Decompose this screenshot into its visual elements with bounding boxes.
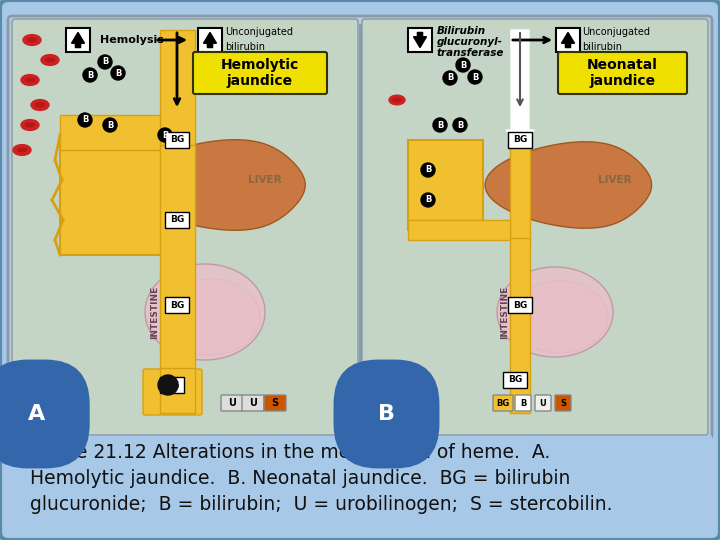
Text: S: S	[560, 399, 566, 408]
FancyBboxPatch shape	[555, 395, 571, 411]
Circle shape	[78, 113, 92, 127]
FancyBboxPatch shape	[143, 369, 202, 415]
FancyBboxPatch shape	[508, 297, 532, 313]
Circle shape	[98, 55, 112, 69]
Polygon shape	[145, 264, 265, 360]
Circle shape	[468, 70, 482, 84]
Text: BG: BG	[513, 300, 527, 309]
Text: BG: BG	[513, 136, 527, 145]
Circle shape	[453, 118, 467, 132]
Polygon shape	[160, 279, 260, 355]
Text: Hemolytic jaundice.  B. Neonatal jaundice.  BG = bilirubin: Hemolytic jaundice. B. Neonatal jaundice…	[30, 469, 570, 488]
Text: glucuronyl-: glucuronyl-	[437, 37, 503, 47]
Text: B: B	[107, 120, 113, 130]
FancyBboxPatch shape	[515, 395, 531, 411]
FancyBboxPatch shape	[408, 140, 483, 230]
Text: B: B	[425, 165, 431, 174]
FancyBboxPatch shape	[558, 52, 687, 94]
Text: B: B	[472, 72, 478, 82]
FancyBboxPatch shape	[362, 19, 708, 435]
Ellipse shape	[21, 119, 39, 130]
FancyBboxPatch shape	[557, 28, 580, 52]
Polygon shape	[497, 267, 613, 357]
Text: BG: BG	[170, 300, 184, 309]
FancyBboxPatch shape	[165, 132, 189, 148]
Bar	[510, 130, 530, 240]
Bar	[510, 238, 530, 413]
Text: Hemolytic
jaundice: Hemolytic jaundice	[221, 58, 299, 88]
Text: INTESTINE: INTESTINE	[500, 285, 510, 339]
Polygon shape	[130, 140, 305, 230]
Ellipse shape	[13, 145, 31, 156]
FancyBboxPatch shape	[221, 395, 243, 411]
FancyBboxPatch shape	[12, 19, 358, 435]
Text: bilirubin: bilirubin	[225, 42, 265, 52]
Text: B: B	[456, 120, 463, 130]
Text: B: B	[460, 60, 466, 70]
Text: Figure 21.12 Alterations in the metabolism of heme.  A.: Figure 21.12 Alterations in the metaboli…	[30, 442, 550, 462]
Text: LIVER: LIVER	[248, 175, 282, 185]
Ellipse shape	[25, 123, 35, 127]
Text: B: B	[437, 120, 444, 130]
FancyBboxPatch shape	[242, 395, 264, 411]
FancyBboxPatch shape	[198, 28, 222, 52]
Circle shape	[103, 118, 117, 132]
Text: S: S	[271, 398, 279, 408]
Text: B: B	[82, 116, 88, 125]
Ellipse shape	[23, 35, 41, 45]
Ellipse shape	[35, 103, 45, 107]
FancyBboxPatch shape	[165, 297, 189, 313]
Bar	[60, 115, 160, 150]
FancyBboxPatch shape	[66, 28, 90, 52]
Circle shape	[421, 193, 435, 207]
FancyBboxPatch shape	[535, 395, 551, 411]
FancyBboxPatch shape	[408, 28, 432, 52]
Circle shape	[158, 375, 178, 395]
Text: transferase: transferase	[437, 48, 505, 58]
Text: BG: BG	[508, 375, 522, 384]
Text: A: A	[28, 404, 45, 424]
Circle shape	[421, 163, 435, 177]
Polygon shape	[485, 142, 652, 228]
Text: B: B	[447, 73, 453, 83]
FancyBboxPatch shape	[60, 135, 165, 255]
Bar	[160, 30, 195, 150]
Bar	[160, 368, 195, 413]
Text: Bilirubin: Bilirubin	[437, 26, 486, 36]
FancyBboxPatch shape	[508, 132, 532, 148]
Text: Hemolysis: Hemolysis	[100, 35, 164, 45]
Polygon shape	[413, 32, 426, 48]
Text: U: U	[228, 398, 236, 408]
Ellipse shape	[21, 75, 39, 85]
Circle shape	[111, 66, 125, 80]
Text: Unconjugated: Unconjugated	[582, 27, 650, 37]
Ellipse shape	[45, 58, 55, 62]
FancyBboxPatch shape	[160, 377, 184, 393]
Circle shape	[433, 118, 447, 132]
FancyBboxPatch shape	[493, 395, 513, 411]
FancyBboxPatch shape	[165, 212, 189, 228]
Bar	[160, 145, 195, 370]
Text: B: B	[425, 195, 431, 205]
Text: LIVER: LIVER	[598, 175, 632, 185]
Text: B: B	[87, 71, 93, 79]
Ellipse shape	[389, 95, 405, 105]
Text: BG: BG	[496, 399, 510, 408]
Ellipse shape	[41, 55, 59, 65]
Text: bilirubin: bilirubin	[582, 42, 622, 52]
Text: glucuronide;  B = bilirubin;  U = urobilinogen;  S = stercobilin.: glucuronide; B = bilirubin; U = urobilin…	[30, 495, 613, 514]
Ellipse shape	[25, 78, 35, 82]
Text: BG: BG	[170, 215, 184, 225]
Text: B: B	[162, 131, 168, 139]
Circle shape	[443, 71, 457, 85]
Polygon shape	[512, 281, 608, 353]
Polygon shape	[71, 32, 84, 48]
FancyBboxPatch shape	[193, 52, 327, 94]
Ellipse shape	[393, 98, 401, 102]
Text: INTESTINE: INTESTINE	[150, 285, 160, 339]
Text: B: B	[114, 69, 121, 78]
Circle shape	[83, 68, 97, 82]
Text: BG: BG	[165, 381, 179, 389]
Text: B: B	[520, 399, 526, 408]
